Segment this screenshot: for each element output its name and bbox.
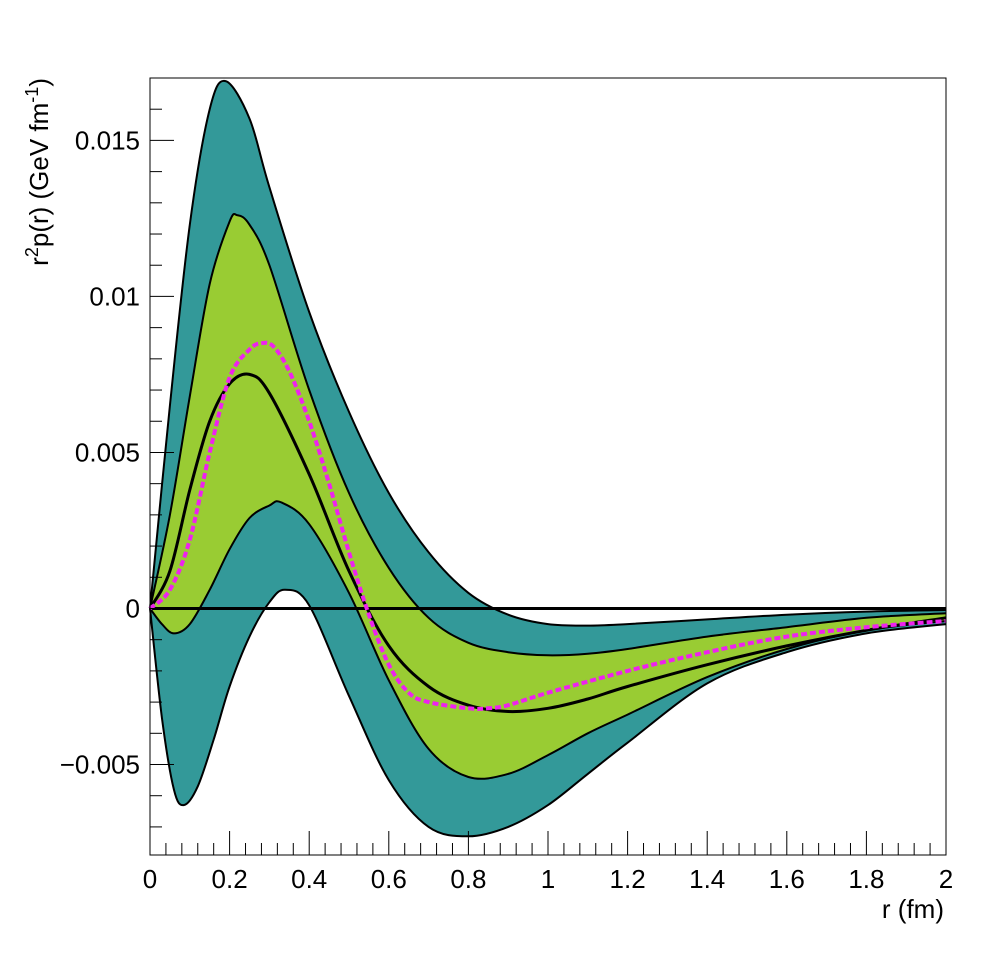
y-tick-label: 0.015 (75, 125, 140, 155)
y-title-suffix: ) (24, 78, 54, 87)
ticks-layer (149, 77, 947, 855)
x-tick-label: 2 (939, 864, 953, 894)
x-tick-label: 0.8 (450, 864, 486, 894)
y-tick-label: 0.005 (75, 437, 140, 467)
y-tick-label: 0 (126, 593, 140, 623)
x-tick-label: 0.2 (212, 864, 248, 894)
x-tick-label: 1.4 (689, 864, 725, 894)
y-axis-title: r2p(r) (GeV fm-1) (22, 78, 54, 266)
central-curve (148, 372, 947, 714)
y-tick-label: −0.005 (60, 750, 140, 780)
x-axis-title: r (fm) (882, 894, 944, 924)
y-title-prefix: r (24, 257, 54, 266)
tick-labels: 0 0.2 0.4 0.6 0.8 1 1.2 1.4 1.6 1.8 2 −0.005 0 0.005 0… (60, 125, 953, 894)
dashed-curve (148, 340, 947, 711)
x-tick-label: 1 (541, 864, 555, 894)
outer-upper-edge (149, 79, 947, 627)
outer-lower-edge (149, 588, 947, 838)
inner-lower-edge (149, 500, 947, 780)
plot-layer (148, 79, 947, 838)
y-title-sup2: -1 (22, 87, 42, 103)
y-tick-label: 0.01 (89, 281, 140, 311)
x-tick-label: 0.6 (371, 864, 407, 894)
x-tick-label: 0.4 (291, 864, 327, 894)
y-title-sup1: 2 (22, 247, 42, 257)
x-tick-label: 1.8 (848, 864, 884, 894)
inner-band (150, 213, 946, 779)
x-tick-label: 1.2 (610, 864, 646, 894)
x-tick-label: 1.6 (769, 864, 805, 894)
inner-upper-edge (149, 212, 947, 657)
y-title-middle: p(r) (GeV fm (24, 103, 54, 247)
x-tick-label: 0 (143, 864, 157, 894)
